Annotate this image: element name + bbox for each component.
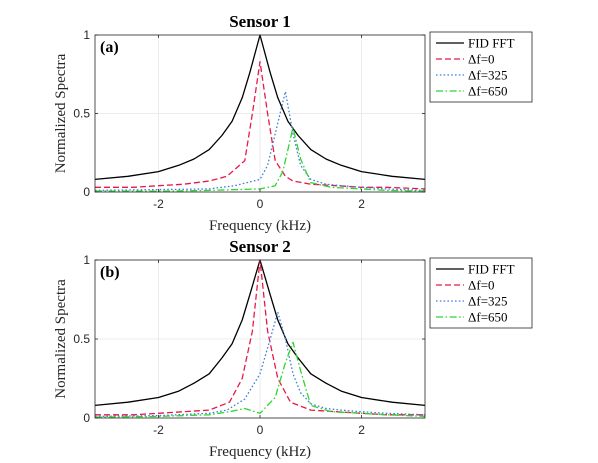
chart-title: Sensor 1 — [229, 12, 291, 31]
y-tick-label: 0.5 — [73, 332, 90, 346]
legend-box — [429, 31, 533, 103]
legend-label-1: FID FFT — [468, 36, 515, 51]
y-tick-label: 0.5 — [73, 107, 90, 121]
legend-label-4: Δf=650 — [468, 310, 508, 325]
x-tick-label: -2 — [153, 197, 164, 211]
legend-label-1: FID FFT — [468, 262, 515, 277]
x-axis-label: Frequency (kHz) — [209, 444, 311, 460]
x-tick-label: 2 — [358, 423, 365, 437]
legend-label-2: Δf=0 — [468, 52, 495, 67]
x-tick-label: 0 — [257, 197, 264, 211]
sensor-1-chart: Sensor 1 Frequency (kHz) Normalized Spec… — [53, 12, 533, 234]
series-line-3 — [94, 90, 426, 192]
y-tick-label: 1 — [83, 253, 90, 267]
x-tick-label: -2 — [153, 423, 164, 437]
x-tick-label: 2 — [358, 197, 365, 211]
sensor-2-chart: Sensor 2 Frequency (kHz) Normalized Spec… — [53, 237, 533, 460]
series-line-4 — [94, 341, 426, 418]
legend-label-3: Δf=325 — [468, 68, 508, 83]
y-tick-label: 0 — [83, 411, 90, 425]
y-tick-label: 1 — [83, 28, 90, 42]
series-line-3 — [94, 311, 426, 418]
legend-label-3: Δf=325 — [468, 294, 508, 309]
y-tick-label: 0 — [83, 185, 90, 199]
legend-label-4: Δf=650 — [468, 84, 508, 99]
legend-box — [429, 257, 533, 329]
y-axis-label: Normalized Spectra — [53, 279, 69, 399]
panel-label: (b) — [100, 264, 120, 281]
panel-label: (a) — [100, 39, 119, 56]
y-axis-label: Normalized Spectra — [53, 53, 69, 173]
chart-title: Sensor 2 — [229, 237, 291, 256]
x-tick-label: 0 — [257, 423, 264, 437]
series-line-4 — [95, 126, 426, 192]
legend-label-2: Δf=0 — [468, 278, 495, 293]
x-axis-label: Frequency (kHz) — [209, 218, 311, 234]
